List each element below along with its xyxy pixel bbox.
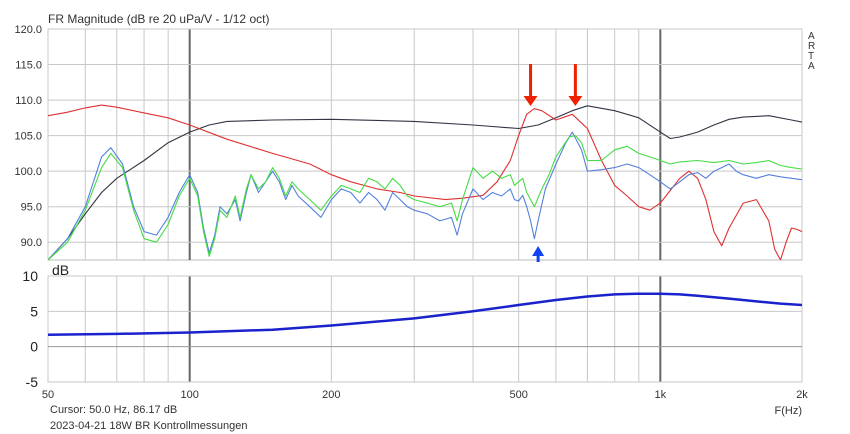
red-arrow-head-icon	[568, 96, 583, 106]
bottom-plot-area	[47, 275, 803, 383]
measurement-caption: 2023-04-21 18W BR Kontrollmessungen	[50, 420, 248, 432]
side-label-letter: A	[808, 61, 815, 72]
blue-arrow-head-icon	[532, 246, 545, 256]
top-series-group	[48, 104, 802, 260]
y-tick-label: 115.0	[15, 60, 42, 72]
y-tick-label: 95.0	[21, 202, 42, 214]
bottom-y-tick-label: 5	[30, 303, 38, 319]
cursor-readout: Cursor: 50.0 Hz, 86.17 dB	[50, 404, 178, 416]
side-label-letter: A	[808, 31, 815, 42]
bottom-y-tick-label: 0	[30, 339, 38, 355]
top-grid	[47, 28, 803, 261]
y-tick-label: 110.0	[15, 95, 42, 107]
x-tick-label: 100	[180, 389, 198, 401]
x-tick-label: 200	[322, 389, 340, 401]
x-tick-label: 1k	[655, 389, 667, 401]
y-tick-label: 100.0	[14, 166, 42, 178]
bottom-grid	[47, 275, 803, 383]
top-plot-area	[47, 28, 803, 261]
series-line-4	[48, 135, 802, 260]
bottom-series-line-1	[48, 292, 802, 336]
y-tick-label: 120.0	[14, 24, 42, 36]
y-tick-label: 90.0	[21, 237, 42, 249]
series-line-2	[48, 104, 802, 260]
bottom-y-tick-label: -5	[26, 374, 39, 390]
series-line-3	[48, 131, 802, 260]
chart-title: FR Magnitude (dB re 20 uPa/V - 1/12 oct)	[48, 12, 269, 26]
y-tick-label: 105.0	[14, 131, 42, 143]
side-label-letter: T	[808, 51, 814, 62]
x-tick-label: 500	[509, 389, 527, 401]
bottom-y-axis-label: dB	[52, 262, 69, 278]
x-axis-label: F(Hz)	[775, 405, 803, 417]
label-group: 90.0 95.0 100.0 105.0 110.0 115.0 120.0 FR Magn…	[14, 12, 815, 417]
x-tick-label: 2k	[796, 389, 808, 401]
side-label-letter: R	[808, 41, 815, 52]
marker-group	[523, 64, 583, 262]
bottom-series-group	[48, 292, 802, 336]
x-tick-label: 50	[42, 389, 54, 401]
series-line-1	[48, 105, 802, 260]
red-arrow-head-icon	[523, 96, 538, 106]
bottom-y-tick-label: 10	[22, 268, 38, 284]
